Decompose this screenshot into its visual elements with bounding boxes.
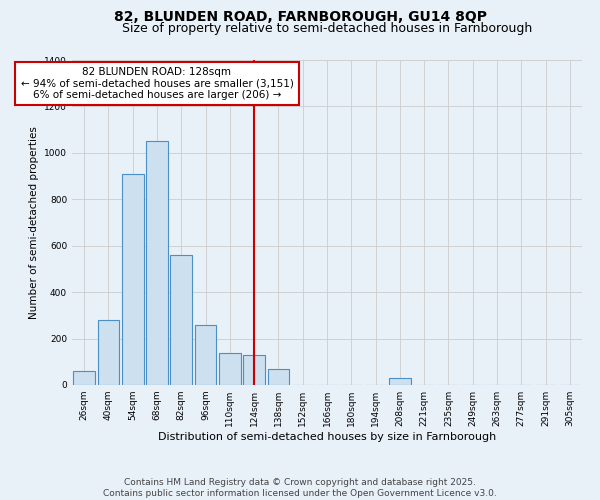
Bar <box>122 174 143 385</box>
Bar <box>389 378 411 385</box>
Bar <box>194 324 217 385</box>
Text: 82 BLUNDEN ROAD: 128sqm
← 94% of semi-detached houses are smaller (3,151)
6% of : 82 BLUNDEN ROAD: 128sqm ← 94% of semi-de… <box>20 67 293 100</box>
Bar <box>73 371 95 385</box>
Bar <box>219 352 241 385</box>
Text: Contains HM Land Registry data © Crown copyright and database right 2025.
Contai: Contains HM Land Registry data © Crown c… <box>103 478 497 498</box>
Y-axis label: Number of semi-detached properties: Number of semi-detached properties <box>29 126 38 319</box>
Bar <box>170 255 192 385</box>
Bar <box>146 141 168 385</box>
Bar <box>268 369 289 385</box>
Title: Size of property relative to semi-detached houses in Farnborough: Size of property relative to semi-detach… <box>122 22 532 35</box>
X-axis label: Distribution of semi-detached houses by size in Farnborough: Distribution of semi-detached houses by … <box>158 432 496 442</box>
Text: 82, BLUNDEN ROAD, FARNBOROUGH, GU14 8QP: 82, BLUNDEN ROAD, FARNBOROUGH, GU14 8QP <box>113 10 487 24</box>
Bar <box>243 355 265 385</box>
Bar <box>97 320 119 385</box>
